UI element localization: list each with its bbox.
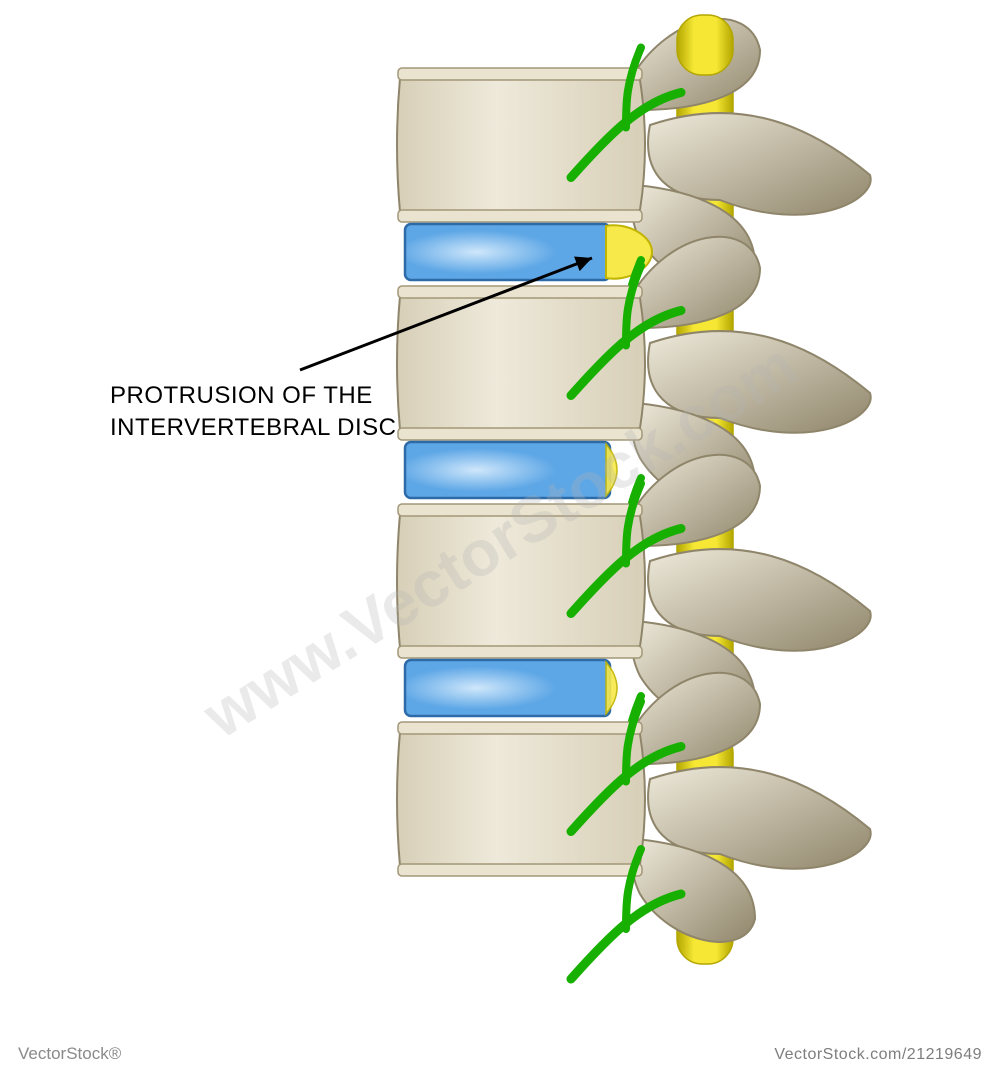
intervertebral-disc <box>405 660 610 716</box>
endplate-bottom <box>398 428 642 440</box>
vertebral-body <box>397 72 645 218</box>
vertebral-body <box>397 726 645 872</box>
endplate-top <box>398 504 642 516</box>
vertebral-body <box>397 290 645 436</box>
endplate-top <box>398 286 642 298</box>
footer-brand: VectorStock® <box>18 1044 121 1064</box>
intervertebral-disc <box>405 224 610 280</box>
endplate-bottom <box>398 864 642 876</box>
endplate-bottom <box>398 646 642 658</box>
callout-label: PROTRUSION OF THE INTERVERTEBRAL DISC <box>110 380 396 445</box>
diagram-canvas <box>0 0 1000 1080</box>
endplate-top <box>398 722 642 734</box>
spine-illustration <box>0 0 1000 1080</box>
footer-image-id: VectorStock.com/21219649 <box>774 1046 982 1064</box>
vertebral-body <box>397 508 645 654</box>
disc-posterior-edge <box>606 444 617 496</box>
disc-posterior-edge <box>606 662 617 714</box>
intervertebral-disc <box>405 442 610 498</box>
endplate-top <box>398 68 642 80</box>
endplate-bottom <box>398 210 642 222</box>
spinal-cord-stub-top <box>677 15 733 75</box>
